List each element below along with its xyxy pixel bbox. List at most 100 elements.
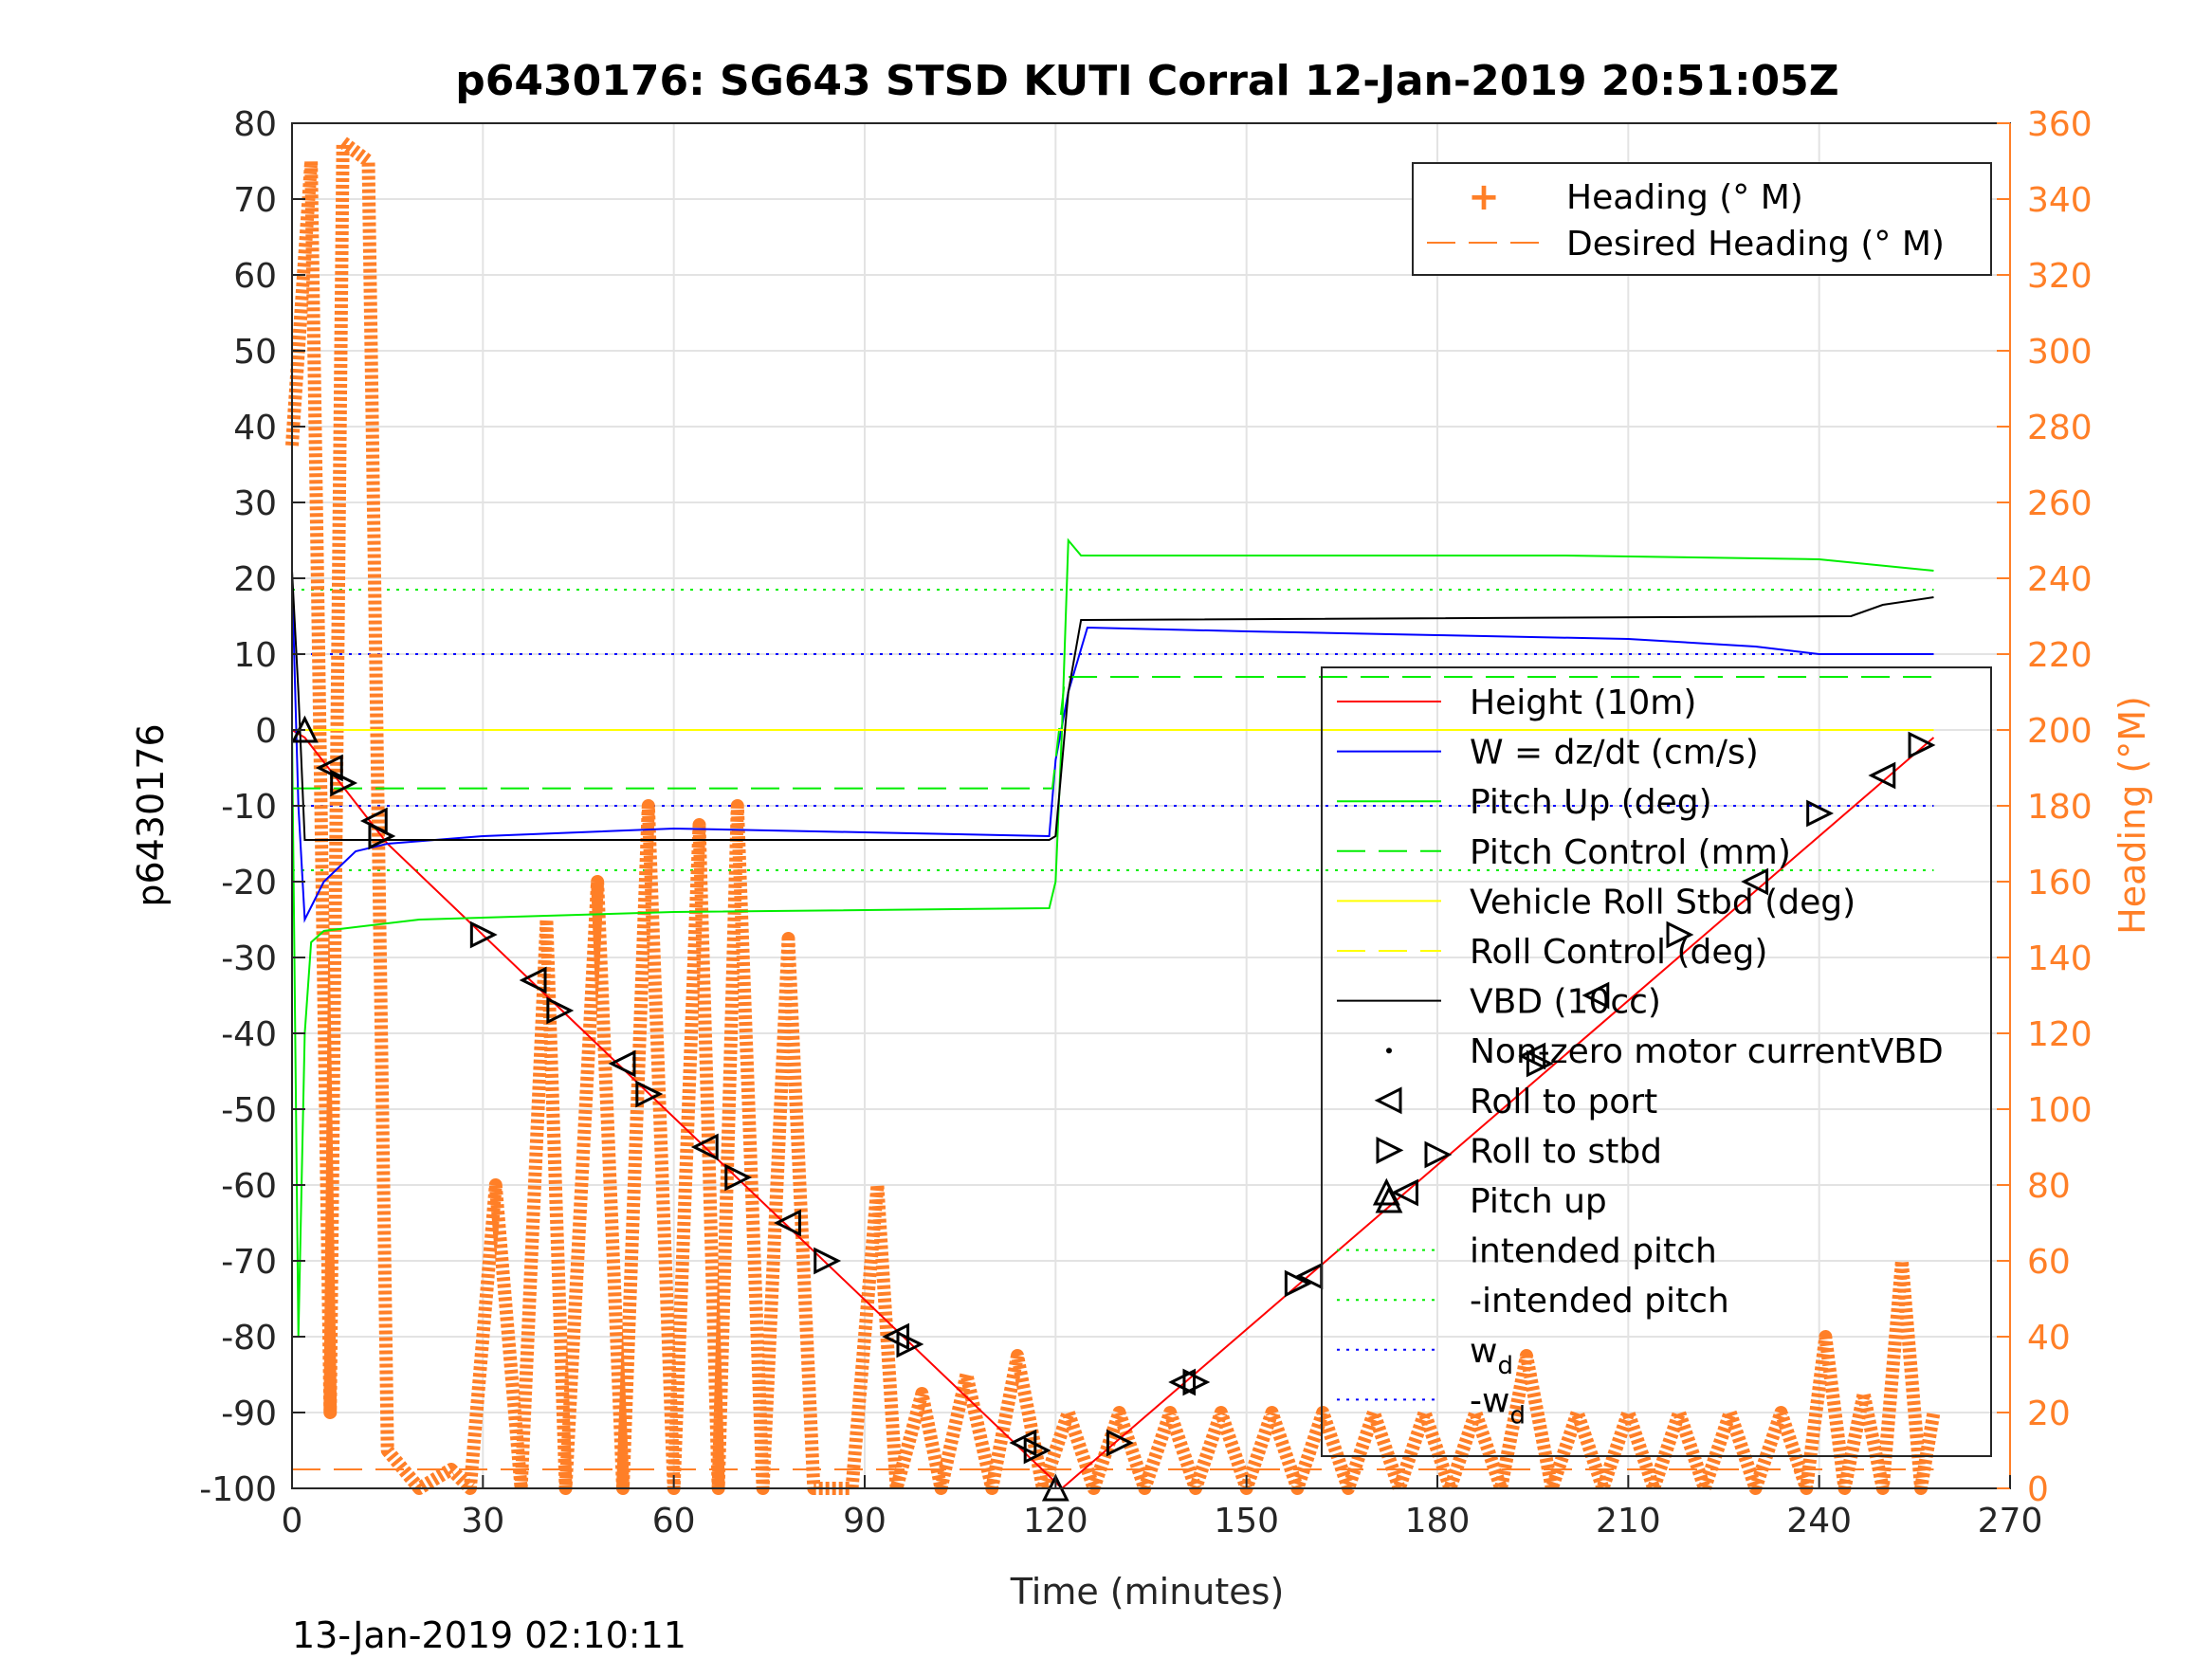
legend-main-label: W = dz/dt (cm/s) [1470,734,1759,773]
x-axis-label: Time (minutes) [1010,1571,1285,1613]
legend-swatch [1374,1086,1402,1115]
x-tick-label: 60 [652,1502,696,1540]
y2-tick-label: 120 [2027,1015,2093,1054]
chart-title: p6430176: SG643 STSD KUTI Corral 12-Jan-… [455,57,1838,105]
series-pitch-control-mm [292,676,1934,790]
marker-roll-to-port [1518,1042,1546,1070]
legend-swatch [1376,1136,1404,1164]
y-tick-label: -60 [221,1167,277,1206]
y2-tick-label: 360 [2027,105,2093,144]
marker-roll-to-stbd [1908,731,1936,759]
y-tick-label: -90 [221,1395,277,1433]
series-w-dz-dt-cm-s [291,577,1934,923]
y-tick-label: -100 [199,1470,277,1509]
legend-swatch [1386,1048,1392,1054]
y2-tick-label: 280 [2027,409,2093,447]
marker-roll-to-stbd [1106,1429,1134,1457]
legend-heading-box [1412,162,1992,276]
y-tick-label: 60 [233,257,277,296]
marker-roll-to-stbd [330,769,358,797]
legend-main-label: Pitch up [1470,1182,1607,1221]
y2-tick-label: 140 [2027,939,2093,978]
y-tick-label: -10 [221,788,277,827]
legend-main-label: intended pitch [1470,1232,1717,1271]
x-axis: 0 30 60 90 120 150 180 210 240 270 [282,1475,2043,1540]
x-tick-label: 120 [1023,1502,1088,1540]
legend-subscript: d [1497,1352,1513,1380]
y-tick-label: 40 [233,409,277,447]
y-tick-label: -70 [221,1243,277,1282]
marker-roll-to-stbd [1284,1269,1312,1298]
legend-subscript: d [1509,1401,1526,1430]
y2-tick-label: 240 [2027,560,2093,599]
y2-tick-label: 100 [2027,1091,2093,1130]
y-tick-label: 30 [233,484,277,523]
y2-tick-label: 320 [2027,257,2093,296]
y2-tick-label: 260 [2027,484,2093,523]
x-tick-label: 210 [1596,1502,1661,1540]
series-vbd-10cc [291,570,1934,841]
marker-roll-to-stbd [368,822,396,850]
legend-main-label: Pitch Up (deg) [1470,783,1712,822]
y2-tick-label: 300 [2027,333,2093,372]
y2-tick-label: 40 [2027,1319,2071,1358]
marker-roll-to-port [519,966,547,994]
legend-main-label: Roll Control (deg) [1470,933,1767,972]
legend-heading: + Heading (° M) Desired Heading (° M) [1412,162,1992,276]
y-tick-label: 80 [233,105,277,144]
marker-roll-to-port [608,1049,636,1078]
y-tick-label: 0 [255,712,277,751]
legend-swatch [1375,1185,1403,1213]
marker-roll-to-stbd [896,1330,924,1358]
y2-tick-label: 80 [2027,1167,2071,1206]
marker-roll-to-stbd [1666,921,1694,949]
legend-main-label: Roll to stbd [1470,1132,1662,1171]
legend-main-box [1321,666,1992,1457]
legend-main: Height (10m) W = dz/dt (cm/s) Pitch Up (de… [1321,666,1992,1457]
y2-tick-label: 220 [2027,636,2093,675]
legend-main-label: Roll to port [1470,1083,1657,1121]
y2-tick-label: 180 [2027,788,2093,827]
x-tick-label: 240 [1786,1502,1852,1540]
y-tick-label: -80 [221,1319,277,1358]
x-tick-label: 180 [1405,1502,1471,1540]
series-pitch-up-deg [291,538,1934,1338]
y2-tick-label: 20 [2027,1395,2071,1433]
legend-heading-label: Heading (° M) [1566,178,1803,217]
y-tick-label: -20 [221,864,277,902]
legend-main-label: Vehicle Roll Stbd (deg) [1470,883,1856,921]
y-tick-label: 10 [233,636,277,675]
marker-roll-to-port [1391,1178,1418,1207]
legend-main-label: VBD (10cc) [1470,983,1661,1022]
timestamp-footer: 13-Jan-2019 02:10:11 [292,1614,686,1656]
y-tick-label: 20 [233,560,277,599]
marker-roll-to-stbd [1526,1049,1554,1078]
legend-main-label: Pitch Control (mm) [1470,833,1791,872]
y-tick-label: 70 [233,181,277,220]
x-tick-label: 270 [1978,1502,2043,1540]
x-tick-label: 0 [282,1502,303,1540]
marker-roll-to-stbd [546,996,575,1025]
data-series [291,538,1935,1490]
y-axis-left: -100-90-80-70-60-50-40-30-20-10010203040… [199,105,305,1509]
legend-heading-marker: + [1468,175,1500,219]
y2-tick-label: 60 [2027,1243,2071,1282]
legend-main-label: Height (10m) [1470,684,1696,722]
marker-roll-to-stbd [1806,799,1835,828]
y2-tick-label: 0 [2027,1470,2049,1509]
marker-roll-to-port [1868,761,1896,790]
marker-roll-to-port [690,1133,719,1161]
marker-roll-to-stbd [1424,1140,1453,1169]
y-axis-label: p6430176 [130,723,172,906]
x-tick-label: 30 [461,1502,504,1540]
x-tick-label: 90 [843,1502,887,1540]
y-tick-label: -50 [221,1091,277,1130]
marker-roll-to-stbd [635,1080,664,1108]
legend-main-label: -intended pitch [1470,1282,1729,1321]
y2-tick-label: 340 [2027,181,2093,220]
y-tick-label: 50 [233,333,277,372]
marker-roll-to-stbd [724,1163,753,1192]
legend-heading-label: Desired Heading (° M) [1566,225,1945,264]
y2-tick-label: 200 [2027,712,2093,751]
